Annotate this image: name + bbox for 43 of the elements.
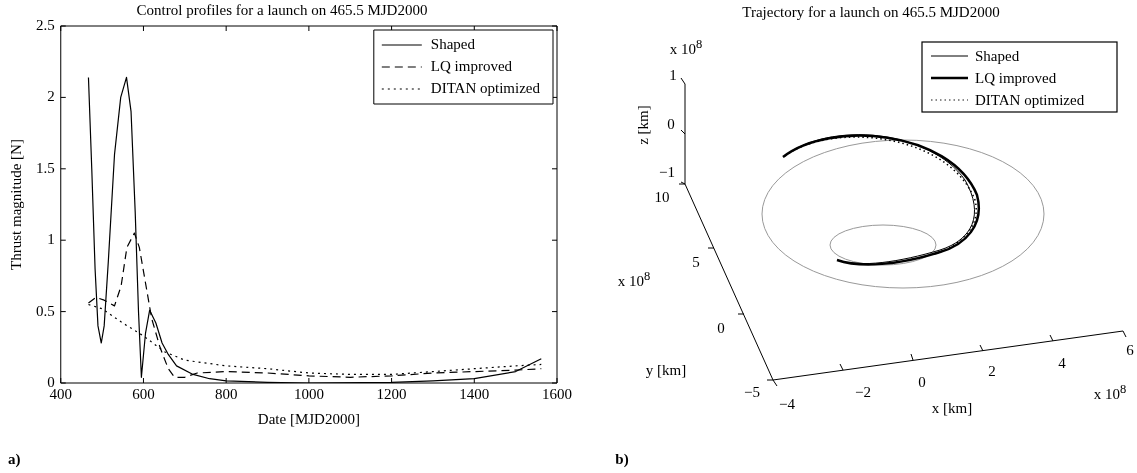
y-tick-label: 1 bbox=[47, 231, 55, 248]
x-tick-label: 1600 bbox=[542, 385, 572, 402]
text: b) bbox=[615, 450, 629, 467]
legend-label: DITAN optimized bbox=[430, 79, 541, 96]
x-tick-label: 1400 bbox=[459, 385, 490, 402]
text: x 10$^{8}$ bbox=[1093, 381, 1127, 402]
text: Trajectory for a launch on 465.5 MJD2000 bbox=[742, 3, 1000, 20]
text: −4 bbox=[779, 395, 795, 412]
text: x [km] bbox=[931, 399, 973, 416]
text: −1 bbox=[659, 163, 675, 180]
text: 6 bbox=[1126, 341, 1134, 358]
legend-label: Shaped bbox=[430, 35, 476, 52]
text: −5 bbox=[744, 383, 760, 400]
text: 1 bbox=[669, 66, 677, 83]
text: DITAN optimized bbox=[975, 91, 1085, 108]
text: a) bbox=[8, 450, 21, 468]
x-tick-label: 1200 bbox=[376, 385, 407, 402]
x-tick-label: 600 bbox=[132, 385, 155, 402]
y-axis-title: Thrust magnitude [N] bbox=[7, 139, 24, 270]
y-tick-label: 0.5 bbox=[36, 302, 55, 319]
legend-label: LQ improved bbox=[430, 57, 513, 74]
text: x 10$^{8}$ bbox=[669, 36, 703, 57]
x-axis-title: Date [MJD2000] bbox=[257, 410, 360, 427]
text: 4 bbox=[1058, 354, 1066, 371]
x-tick-label: 1000 bbox=[293, 385, 324, 402]
text: −2 bbox=[855, 383, 871, 400]
text: 5 bbox=[692, 253, 700, 270]
text: y [km] bbox=[645, 361, 687, 378]
y-tick-label: 1.5 bbox=[36, 159, 55, 176]
text: x 10$^{8}$ bbox=[617, 268, 651, 289]
y-tick-label: 2 bbox=[47, 88, 55, 105]
y-tick-label: 2.5 bbox=[36, 16, 55, 33]
text: LQ improved bbox=[975, 69, 1057, 86]
text: 0 bbox=[918, 373, 926, 390]
text: 0 bbox=[667, 115, 675, 132]
text: 0 bbox=[717, 319, 725, 336]
y-tick-label: 0 bbox=[47, 373, 55, 390]
x-tick-label: 800 bbox=[214, 385, 238, 402]
text: Shaped bbox=[975, 47, 1020, 64]
chart-title: Control profiles for a launch on 465.5 MJD2000 bbox=[136, 1, 428, 18]
text: 10 bbox=[654, 188, 670, 205]
text: 2 bbox=[988, 362, 996, 379]
text: z [km] bbox=[634, 105, 651, 145]
